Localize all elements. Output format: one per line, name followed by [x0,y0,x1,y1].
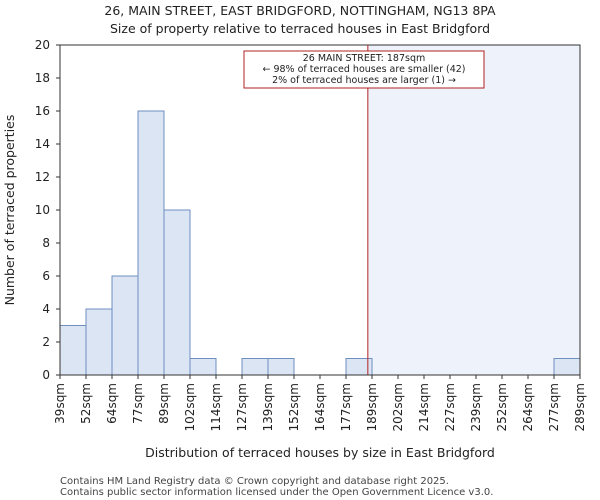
x-tick-label-52sqm: 52sqm [79,383,93,424]
y-axis-label: Number of terraced properties [2,115,17,306]
y-tick-label-0: 0 [42,368,50,382]
bar-102sqm [189,358,217,376]
x-tick-label-77sqm: 77sqm [131,383,145,424]
y-tick-label-20: 20 [35,38,50,52]
x-tick-label-139sqm: 139sqm [261,383,275,431]
x-tick-label-164sqm: 164sqm [313,383,327,431]
bar-64sqm [111,275,139,376]
y-tick-label-14: 14 [35,137,50,151]
y-axis: 0 2 4 6 8 10 12 14 16 18 20 [35,38,60,382]
x-tick-label-89sqm: 89sqm [157,383,171,424]
bar-139sqm [267,358,295,376]
footer-line2: Contains public sector information licen… [60,487,493,498]
y-tick-label-18: 18 [35,71,50,85]
x-tick-label-114sqm: 114sqm [209,383,223,431]
footer-line1: Contains HM Land Registry data © Crown c… [60,476,449,487]
x-tick-label-102sqm: 102sqm [183,383,197,431]
x-tick-label-202sqm: 202sqm [391,383,405,431]
annotation-line1: 26 MAIN STREET: 187sqm [303,53,426,64]
y-tick-label-4: 4 [42,302,50,316]
x-tick-label-252sqm: 252sqm [495,383,509,431]
x-tick-label-289sqm: 289sqm [573,383,587,431]
bar-277sqm [553,358,581,376]
x-tick-label-127sqm: 127sqm [235,383,249,431]
larger-region-shade [367,45,580,375]
x-tick-label-152sqm: 152sqm [287,383,301,431]
annotation-frame [243,50,485,89]
chart-title-line2: Size of property relative to terraced ho… [110,21,490,36]
x-tick-label-39sqm: 39sqm [53,383,67,424]
x-tick-label-64sqm: 64sqm [105,383,119,424]
y-tick-label-6: 6 [42,269,50,283]
x-tick-label-189sqm: 189sqm [365,383,379,431]
y-tick-label-2: 2 [42,335,50,349]
bar-39sqm [59,325,87,376]
x-tick-label-239sqm: 239sqm [469,383,483,431]
annotation-line3: 2% of terraced houses are larger (1) → [272,75,456,86]
x-tick-label-264sqm: 264sqm [521,383,535,431]
y-tick-label-16: 16 [35,104,50,118]
annotation-box: 26 MAIN STREET: 187sqm ← 98% of terraced… [243,50,485,89]
bar-52sqm [85,308,113,376]
x-tick-label-227sqm: 227sqm [443,383,457,431]
chart-title-line1: 26, MAIN STREET, EAST BRIDGFORD, NOTTING… [104,3,496,18]
bar-89sqm [163,209,191,376]
bar-127sqm [241,358,269,376]
x-tick-label-277sqm: 277sqm [547,383,561,431]
bars-group [59,110,581,376]
y-tick-label-10: 10 [35,203,50,217]
y-tick-label-8: 8 [42,236,50,250]
x-axis: 39sqm 52sqm 64sqm 77sqm 89sqm 102sqm 114sqm 127… [53,375,587,431]
x-tick-label-177sqm: 177sqm [339,383,353,431]
x-axis-label: Distribution of terraced houses by size … [145,445,495,460]
y-tick-label-12: 12 [35,170,50,184]
annotation-line2: ← 98% of terraced houses are smaller (42… [262,64,465,75]
bar-77sqm [137,110,165,376]
x-tick-label-214sqm: 214sqm [417,383,431,431]
